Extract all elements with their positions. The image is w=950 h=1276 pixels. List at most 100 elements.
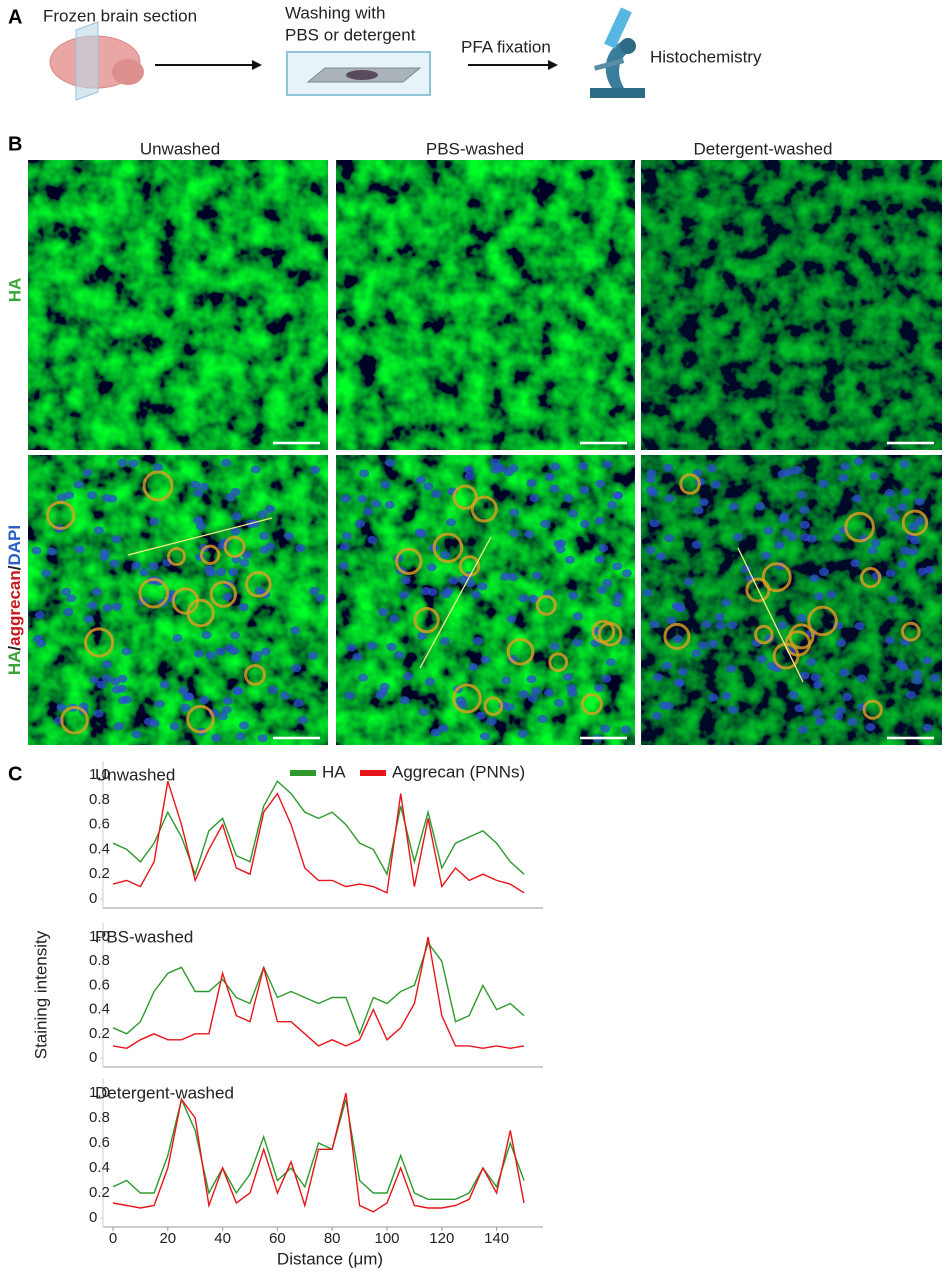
nucleus [344, 691, 355, 700]
nucleus [706, 464, 717, 473]
nucleus [380, 480, 391, 489]
nucleus [257, 734, 268, 743]
nucleus [480, 655, 491, 664]
nucleus [594, 555, 605, 564]
nucleus [818, 568, 829, 577]
nucleus [568, 591, 579, 600]
row-label: HA [5, 278, 24, 303]
nucleus [338, 561, 349, 570]
nucleus [597, 586, 608, 595]
nucleus [853, 457, 864, 466]
pnn [84, 627, 115, 658]
nucleus [448, 576, 459, 585]
nucleus [399, 696, 410, 705]
nucleus [895, 659, 906, 668]
series-line [112, 780, 525, 877]
y-tick-label: 1.0 [89, 766, 110, 783]
nucleus [733, 532, 744, 541]
nucleus [642, 588, 653, 597]
nucleus [885, 506, 896, 515]
nucleus [418, 708, 429, 717]
nucleus [663, 701, 674, 710]
nucleus [291, 664, 302, 673]
nucleus [620, 725, 631, 734]
nucleus [83, 615, 94, 624]
microscope-icon [590, 7, 645, 98]
nucleus [527, 694, 538, 703]
pnn [597, 621, 623, 647]
pnn [807, 605, 838, 637]
nucleus [799, 505, 810, 514]
nucleus [897, 560, 908, 569]
pnn [432, 532, 464, 564]
nucleus [99, 552, 110, 561]
nucleus [464, 465, 475, 474]
nucleus [815, 717, 826, 726]
nucleus [727, 705, 738, 714]
row-label-part: HA [5, 651, 24, 676]
nucleus [279, 691, 290, 700]
nucleus [910, 536, 921, 545]
nucleus [417, 631, 428, 640]
nucleus [56, 703, 67, 712]
nucleus [111, 534, 122, 543]
nucleus [889, 513, 900, 522]
nucleus [914, 517, 925, 526]
nucleus [178, 686, 189, 695]
nucleus [66, 594, 77, 603]
pnn [138, 577, 170, 609]
nucleus [464, 472, 475, 481]
nucleus [693, 506, 704, 515]
nucleus [471, 590, 482, 599]
nucleus [149, 517, 160, 526]
nucleus [355, 519, 366, 528]
nucleus [431, 489, 442, 498]
y-tick-label: 0 [89, 1209, 97, 1226]
nucleus [852, 494, 863, 503]
step-label: Histochemistry [650, 47, 762, 66]
profile-line [737, 547, 804, 683]
nucleus [850, 559, 861, 568]
y-tick-label: 0.8 [89, 1109, 110, 1126]
nucleus [922, 656, 933, 665]
nucleus [440, 551, 451, 560]
nucleus [912, 669, 923, 678]
nucleus [293, 699, 304, 708]
scope-stage [593, 58, 625, 71]
y-axis-label: Staining intensity [31, 930, 50, 1059]
nucleus [131, 561, 142, 570]
y-tick-label: 0.6 [89, 976, 110, 993]
nucleus [711, 480, 722, 489]
nucleus [567, 688, 578, 697]
nucleus [371, 499, 382, 508]
nucleus [205, 651, 216, 660]
x-tick-label: 80 [324, 1230, 341, 1247]
nucleus [423, 482, 434, 491]
micrograph [336, 160, 635, 450]
nucleus [101, 674, 112, 683]
row-label-part: DAPI [5, 525, 24, 566]
scope-knob [620, 38, 636, 54]
nucleus [159, 680, 170, 689]
section-plane [75, 21, 99, 101]
pnn [548, 652, 569, 673]
nucleus [563, 493, 574, 502]
nucleus [31, 546, 42, 555]
nucleus [446, 518, 457, 527]
nucleus [199, 696, 210, 705]
nucleus [309, 586, 320, 595]
y-tick-label: 0.2 [89, 1025, 110, 1042]
nucleus [908, 547, 919, 556]
nucleus [239, 721, 250, 730]
pnn [452, 484, 478, 510]
nucleus [884, 488, 895, 497]
nucleus [648, 488, 659, 497]
nucleus [238, 603, 249, 612]
nucleus [341, 531, 352, 540]
nucleus [653, 673, 664, 682]
nucleus [814, 592, 825, 601]
nucleus [143, 717, 154, 726]
nucleus [806, 534, 817, 543]
arrow-label: PFA fixation [461, 37, 551, 56]
